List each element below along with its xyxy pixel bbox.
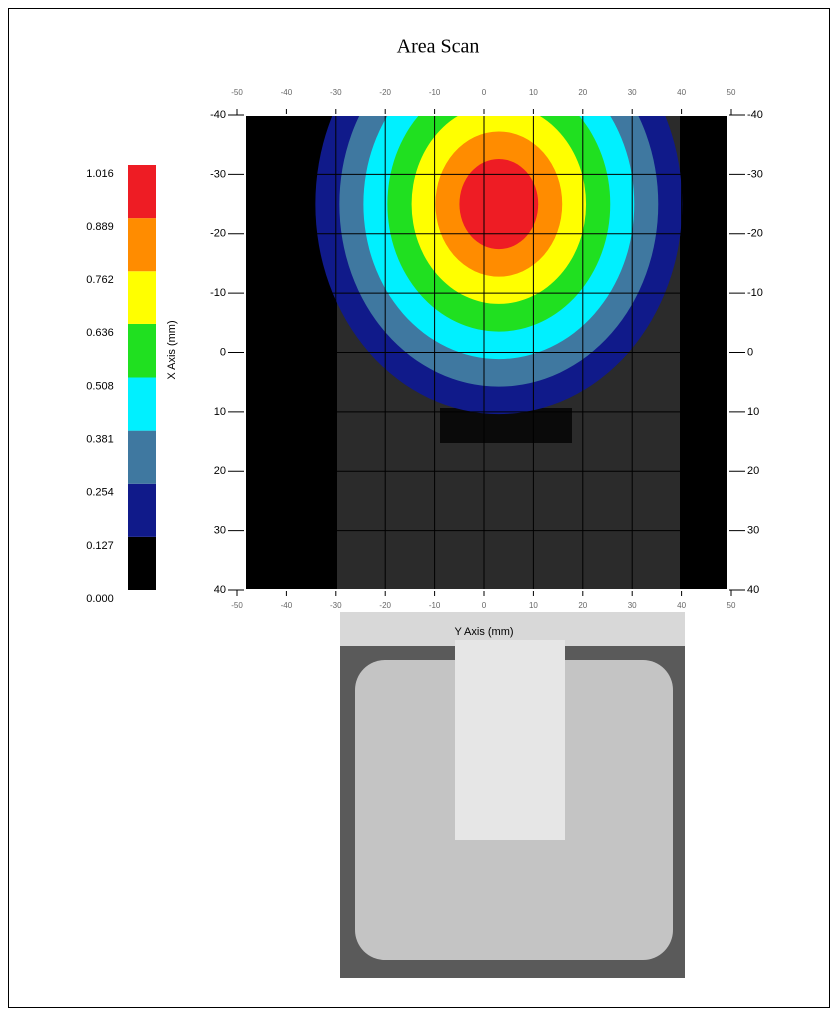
x-tick-label: 40 — [677, 601, 686, 610]
photo-label — [455, 640, 565, 840]
colorbar-label: 1.016 — [86, 168, 114, 180]
colorbar-band — [128, 271, 156, 324]
y-tick-label: 40 — [214, 584, 226, 596]
y-tick-label: 20 — [747, 465, 759, 477]
colorbar-band — [128, 484, 156, 537]
y-tick-label: -30 — [210, 168, 226, 180]
colorbar-label: 0.762 — [86, 274, 114, 286]
y-tick-label: -30 — [747, 168, 763, 180]
x-tick-label: -30 — [330, 88, 342, 97]
x-tick-label: -10 — [429, 88, 441, 97]
colorbar-label: 0.381 — [86, 434, 114, 446]
x-tick-label: 10 — [529, 88, 538, 97]
x-tick-label: 40 — [677, 88, 686, 97]
x-tick-label: -40 — [281, 88, 293, 97]
colorbar-label: 0.254 — [86, 487, 114, 499]
x-tick-label: -20 — [379, 88, 391, 97]
y-tick-label: 10 — [214, 406, 226, 418]
x-tick-label: 10 — [529, 601, 538, 610]
x-axis-label: Y Axis (mm) — [454, 626, 513, 638]
x-tick-label: -50 — [231, 88, 243, 97]
contour-band — [459, 159, 538, 249]
colorbar-band — [128, 537, 156, 590]
x-tick-label: 30 — [628, 601, 637, 610]
colorbar-label: 0.889 — [86, 221, 114, 233]
x-tick-label: 50 — [727, 601, 736, 610]
x-tick-label: 20 — [578, 601, 587, 610]
x-tick-label: 30 — [628, 88, 637, 97]
x-tick-label: 0 — [482, 601, 487, 610]
x-tick-label: -50 — [231, 601, 243, 610]
y-tick-label: -40 — [210, 109, 226, 121]
colorbar-band — [128, 165, 156, 218]
y-tick-label: -10 — [747, 287, 763, 299]
y-tick-label: -20 — [210, 228, 226, 240]
y-tick-label: 0 — [220, 346, 226, 358]
colorbar-label: 0.636 — [86, 327, 114, 339]
colorbar-label: 0.127 — [86, 540, 114, 552]
x-tick-label: 50 — [727, 88, 736, 97]
chart-title: Area Scan — [397, 36, 480, 58]
y-tick-label: -10 — [210, 287, 226, 299]
x-tick-label: -10 — [429, 601, 441, 610]
y-tick-label: -20 — [747, 228, 763, 240]
x-tick-label: 0 — [482, 88, 487, 97]
colorbar-band — [128, 324, 156, 378]
colorbar-label: 0.000 — [86, 593, 114, 605]
colorbar-band — [128, 218, 156, 271]
y-tick-label: 0 — [747, 346, 753, 358]
colorbar-band — [128, 378, 156, 431]
y-axis-label: X Axis (mm) — [166, 320, 178, 379]
y-tick-label: 10 — [747, 406, 759, 418]
x-tick-label: -40 — [281, 601, 293, 610]
y-tick-label: 30 — [747, 525, 759, 537]
x-tick-label: 20 — [578, 88, 587, 97]
y-tick-label: -40 — [747, 109, 763, 121]
x-tick-label: -30 — [330, 601, 342, 610]
x-tick-label: -20 — [379, 601, 391, 610]
y-tick-label: 20 — [214, 465, 226, 477]
colorbar-band — [128, 431, 156, 484]
chart: Area Scan Y Axis (mm) X Axis (mm) -50 -50… — [0, 0, 838, 1016]
y-tick-label: 30 — [214, 525, 226, 537]
colorbar-label: 0.508 — [86, 380, 114, 392]
y-tick-label: 40 — [747, 584, 759, 596]
